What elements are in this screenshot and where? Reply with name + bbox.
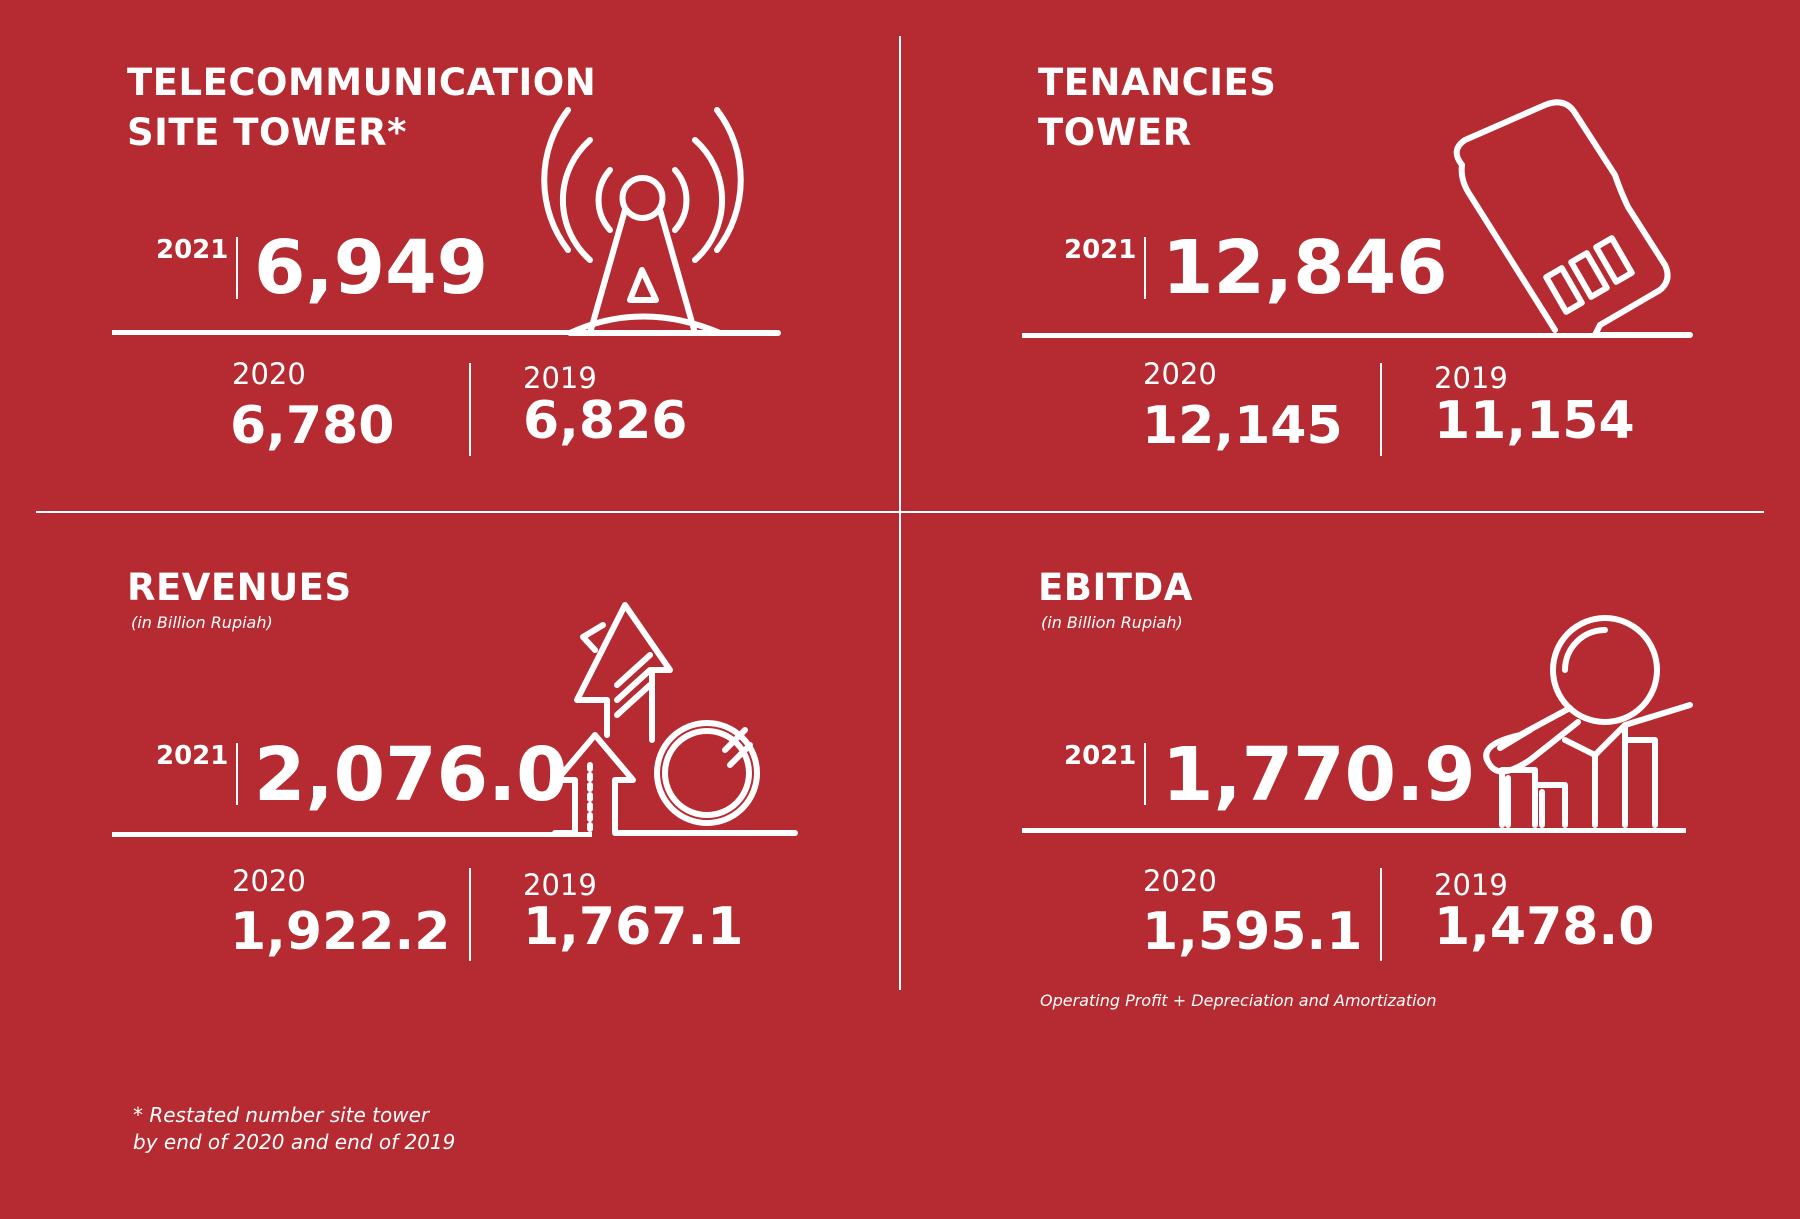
value-2020: 6,780 <box>230 396 395 456</box>
main-value: 12,846 <box>1162 225 1448 311</box>
main-separator <box>1144 743 1146 805</box>
year-2019-label: 2019 <box>1434 361 1508 395</box>
sub-separator <box>1380 363 1382 456</box>
sim-card-icon <box>1453 99 1693 338</box>
main-separator <box>1144 237 1146 299</box>
bar-chart-magnifier-icon <box>1483 615 1693 828</box>
panel-title: TENANCIES TOWER <box>1038 58 1276 158</box>
baseline <box>112 330 590 335</box>
main-value: 6,949 <box>254 225 489 311</box>
year-2019-label: 2019 <box>523 361 597 395</box>
main-value: 1,770.9 <box>1162 732 1476 818</box>
value-2019: 11,154 <box>1434 391 1635 451</box>
main-year: 2021 <box>1064 235 1137 265</box>
value-2020: 1,595.1 <box>1142 902 1363 962</box>
year-2019-label: 2019 <box>523 868 597 902</box>
horizontal-divider <box>36 511 1764 513</box>
sub-separator <box>469 868 471 961</box>
panel-title: EBITDA <box>1038 566 1193 609</box>
title-line-2: TOWER <box>1038 111 1192 154</box>
footnote-line-1: * Restated number site tower <box>133 1103 430 1127</box>
main-year: 2021 <box>1064 741 1137 771</box>
title-line-2: SITE TOWER* <box>127 111 407 154</box>
main-separator <box>236 237 238 299</box>
growth-arrows-coin-icon <box>552 602 798 836</box>
year-2020-label: 2020 <box>232 864 306 898</box>
cell-tower-icon <box>541 107 781 336</box>
main-separator <box>236 743 238 805</box>
baseline <box>112 832 592 837</box>
year-2020-label: 2020 <box>1143 864 1217 898</box>
footnote-line-2: by end of 2020 and end of 2019 <box>133 1130 456 1154</box>
main-year: 2021 <box>156 235 229 265</box>
footnote: * Restated number site tower by end of 2… <box>133 1102 455 1156</box>
panel-subtitle: (in Billion Rupiah) <box>1041 613 1183 632</box>
main-value: 2,076.0 <box>254 732 568 818</box>
value-2020: 1,922.2 <box>230 902 451 962</box>
value-2019: 1,478.0 <box>1434 897 1655 957</box>
value-2020: 12,145 <box>1142 396 1343 456</box>
year-2020-label: 2020 <box>232 357 306 391</box>
vertical-divider <box>899 36 901 990</box>
ebitda-definition-note: Operating Profit + Depreciation and Amor… <box>1040 991 1437 1010</box>
year-2020-label: 2020 <box>1143 357 1217 391</box>
baseline <box>1022 333 1686 338</box>
panel-subtitle: (in Billion Rupiah) <box>131 613 273 632</box>
panel-title: REVENUES <box>127 566 352 609</box>
main-year: 2021 <box>156 741 229 771</box>
value-2019: 6,826 <box>523 391 688 451</box>
panel-title: TELECOMMUNICATION SITE TOWER* <box>127 58 596 158</box>
sub-separator <box>1380 868 1382 961</box>
baseline <box>1022 828 1686 833</box>
year-2019-label: 2019 <box>1434 868 1508 902</box>
title-line-1: TELECOMMUNICATION <box>127 61 597 104</box>
title-line-1: TENANCIES <box>1038 61 1277 104</box>
sub-separator <box>469 363 471 456</box>
value-2019: 1,767.1 <box>523 897 744 957</box>
